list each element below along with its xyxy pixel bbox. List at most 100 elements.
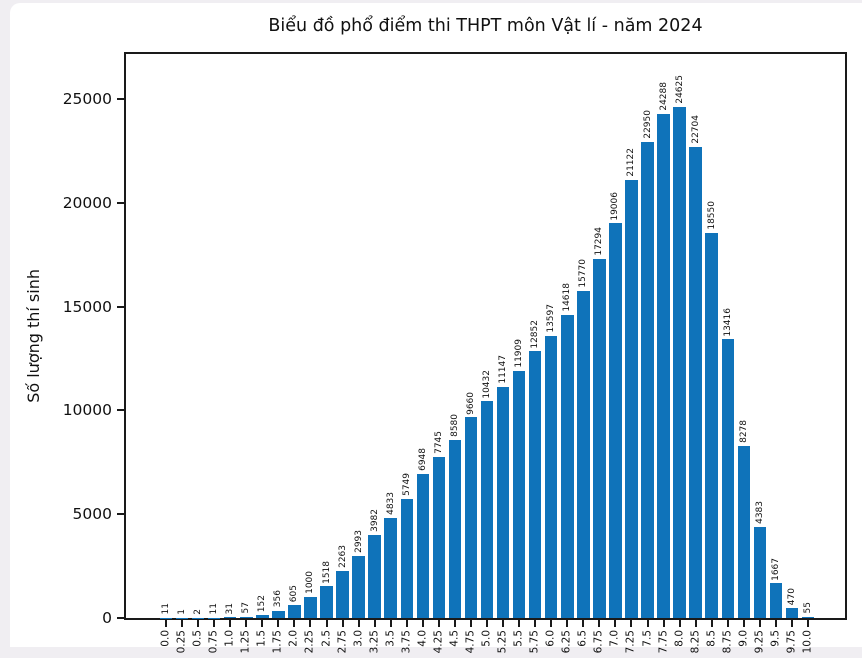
bar-value-label: 11	[161, 603, 171, 615]
x-tick-mark	[758, 620, 761, 627]
x-tick-mark	[245, 620, 248, 627]
x-tick-mark	[742, 620, 745, 627]
bar-value-label: 22704	[690, 115, 701, 144]
x-tick-label: 8.0	[673, 630, 686, 647]
x-tick-label: 0.25	[175, 630, 188, 654]
bar-value-label: 8580	[449, 413, 460, 437]
bar-value-label: 5749	[401, 472, 412, 496]
x-tick-mark	[726, 620, 729, 627]
y-tick-label: 15000	[62, 297, 112, 316]
x-tick-label: 4.0	[416, 630, 429, 647]
bar-value-label: 24625	[674, 75, 685, 104]
x-tick-mark	[293, 620, 296, 627]
x-tick-label: 8.75	[721, 630, 734, 654]
bar	[721, 339, 734, 618]
y-tick-mark	[117, 201, 124, 204]
x-tick-mark	[807, 620, 809, 627]
x-tick-mark	[678, 620, 681, 627]
bar	[240, 616, 253, 618]
x-tick-mark	[566, 620, 569, 627]
x-tick-mark	[630, 620, 633, 627]
bar-value-label: 22950	[642, 109, 653, 139]
bar	[496, 386, 510, 618]
bar-value-label: 9660	[465, 391, 476, 415]
bar	[641, 141, 654, 618]
x-tick-mark	[486, 620, 488, 627]
bar-value-label: 10432	[482, 369, 492, 399]
x-tick-mark	[646, 620, 649, 627]
x-tick-mark	[469, 620, 472, 627]
bar-value-label: 2	[193, 608, 204, 615]
x-tick-mark	[165, 620, 167, 627]
bar	[223, 617, 237, 618]
x-tick-mark	[277, 620, 280, 627]
x-tick-mark	[421, 620, 424, 627]
bar-value-label: 13597	[546, 304, 557, 333]
x-tick-label: 0.5	[191, 630, 204, 647]
x-tick-label: 7.5	[641, 630, 653, 647]
bar	[464, 417, 478, 618]
bar-value-label: 3982	[369, 509, 380, 533]
x-tick-mark	[582, 620, 585, 627]
x-tick-label: 4.5	[448, 630, 461, 647]
bar-value-label: 1	[177, 608, 188, 615]
bar	[785, 608, 799, 618]
x-tick-mark	[790, 620, 793, 627]
x-tick-label: 6.5	[576, 630, 589, 647]
bar-value-label: 11147	[498, 354, 509, 384]
x-tick-mark	[453, 620, 456, 627]
bar-value-label: 2993	[353, 529, 364, 553]
x-tick-label: 3.0	[352, 630, 365, 647]
x-tick-label: 4.75	[464, 630, 477, 654]
x-tick-label: 6.75	[592, 630, 605, 654]
bar-value-label: 7745	[433, 431, 444, 455]
y-tick-label: 10000	[62, 401, 112, 420]
x-tick-mark	[774, 620, 777, 627]
x-tick-mark	[550, 620, 553, 627]
x-tick-label: 9.75	[785, 630, 798, 654]
x-tick-label: 2.75	[336, 630, 349, 654]
bar	[368, 535, 381, 618]
bar	[272, 610, 285, 618]
y-tick-mark	[117, 513, 124, 516]
x-tick-mark	[614, 620, 617, 627]
x-tick-mark	[229, 620, 232, 627]
x-tick-mark	[213, 620, 216, 627]
y-tick-label: 5000	[72, 505, 112, 524]
x-tick-label: 7.25	[624, 630, 637, 654]
x-tick-label: 7.75	[657, 630, 670, 654]
x-tick-mark	[389, 620, 392, 627]
bar	[288, 605, 301, 618]
bar-value-label: 605	[289, 585, 300, 603]
y-tick-label: 20000	[62, 193, 112, 212]
bar-value-label: 1000	[305, 571, 316, 595]
x-tick-label: 1.0	[223, 630, 236, 647]
bar-value-label: 31	[225, 602, 236, 615]
bar-value-label: 1518	[321, 560, 332, 584]
y-tick-mark	[117, 409, 124, 412]
x-tick-mark	[405, 620, 408, 627]
x-tick-label: 5.5	[512, 630, 525, 647]
bar-value-label: 24288	[658, 82, 669, 111]
bar	[432, 457, 446, 618]
bar-value-label: 19006	[610, 191, 621, 221]
x-tick-mark	[261, 620, 264, 627]
bar-value-label: 2263	[337, 545, 348, 569]
x-tick-mark	[502, 620, 505, 627]
bar-value-label: 17294	[594, 227, 605, 256]
x-tick-label: 5.0	[480, 630, 493, 647]
bar	[512, 370, 526, 618]
bar	[801, 616, 815, 618]
bar-value-label: 6948	[417, 447, 428, 471]
bar	[416, 473, 430, 618]
x-tick-label: 3.25	[368, 630, 381, 654]
x-tick-label: 3.75	[400, 630, 413, 654]
bar-value-label: 14618	[562, 282, 573, 312]
x-tick-label: 10.0	[801, 630, 814, 654]
x-tick-mark	[181, 620, 184, 627]
y-axis-label-text: Số lượng thí sinh	[23, 269, 43, 403]
bar	[609, 223, 622, 618]
bar	[480, 401, 494, 618]
bar-value-label: 15770	[578, 258, 589, 288]
x-tick-label: 2.0	[287, 630, 300, 647]
